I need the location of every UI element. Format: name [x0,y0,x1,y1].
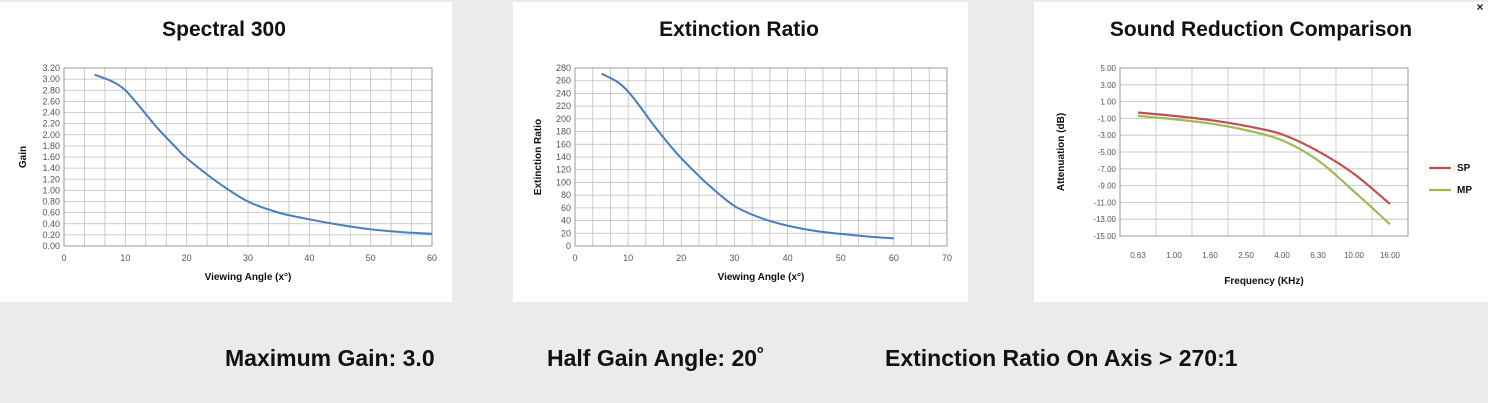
x-tick-label: 1.00 [1166,251,1182,260]
y-tick-label: -9.00 [1098,182,1117,191]
y-tick-label: -7.00 [1098,165,1117,174]
x-tick-label: 60 [889,253,899,263]
x-tick-label: 40 [783,253,793,263]
x-tick-label: 10 [120,253,130,263]
chart-title: Sound Reduction Comparison [1110,18,1412,41]
y-tick-label: 140 [556,152,571,162]
y-tick-label: 280 [556,63,571,73]
x-tick-label: 4.00 [1274,251,1290,260]
extinction-on-axis-text: Extinction Ratio On Axis > 270:1 [885,345,1238,372]
spectral-300-chart: Spectral 300 0.000.200.400.600.80 1.001.20… [0,2,452,302]
x-tick-label: 16.00 [1380,251,1401,260]
y-tick-label: 3.00 [1100,81,1116,90]
y-tick-label: 1.20 [42,174,60,184]
sound-reduction-chart: Sound Reduction Comparison 5.00 3.00 1.00 -1… [1034,2,1488,302]
y-tick-label: 1.00 [1100,98,1116,107]
y-tick-label: 5.00 [1100,64,1116,73]
y-tick-label: 2.20 [42,119,60,129]
y-tick-label: 160 [556,139,571,149]
y-tick-label: 1.40 [42,163,60,173]
y-tick-label: 0.00 [42,241,60,251]
x-tick-label: 20 [676,253,686,263]
y-tick-label: 2.80 [42,85,60,95]
x-tick-label: 1.60 [1202,251,1218,260]
x-tick-label: 0.63 [1130,251,1146,260]
max-gain-text: Maximum Gain: 3.0 [225,345,435,372]
close-icon[interactable]: × [1474,0,1486,14]
x-tick-label: 10.00 [1344,251,1365,260]
extinction-ratio-panel: Extinction Ratio 0 20 40 60 80 100 120 140 160 180… [513,2,968,302]
x-tick-label: 50 [366,253,376,263]
y-axis-label: Extinction Ratio [533,119,544,195]
x-tick-label: 10 [623,253,633,263]
x-axis-label: Viewing Angle (x°) [205,272,292,283]
x-tick-label: 30 [729,253,739,263]
y-tick-label: 20 [561,228,571,238]
x-tick-label: 2.50 [1238,251,1254,260]
y-tick-label: -15.00 [1093,232,1116,241]
y-tick-label: 260 [556,76,571,86]
y-tick-label: -3.00 [1098,131,1117,140]
x-tick-label: 0 [572,253,577,263]
y-tick-label: 0.60 [42,208,60,218]
y-tick-label: 2.00 [42,130,60,140]
y-tick-label: 200 [556,114,571,124]
data-line [602,74,894,239]
y-tick-label: 0.40 [42,219,60,229]
x-tick-label: 50 [836,253,846,263]
plot-grid [1120,68,1408,236]
half-gain-angle-text: Half Gain Angle: 20˚ [547,345,765,372]
extinction-ratio-chart: Extinction Ratio020406080100120140160180… [513,2,968,302]
y-tick-label: 40 [561,216,571,226]
x-tick-label: 30 [243,253,253,263]
y-axis-label: Gain [18,146,29,168]
legend-label-sp: SP [1457,163,1471,174]
y-tick-label: 0.20 [42,230,60,240]
y-tick-label: 1.80 [42,141,60,151]
y-tick-label: 1.60 [42,152,60,162]
y-tick-label: -5.00 [1098,148,1117,157]
y-tick-label: 220 [556,101,571,111]
y-tick-label: 240 [556,88,571,98]
legend-label-mp: MP [1457,185,1472,196]
y-tick-label: -11.00 [1094,198,1117,207]
y-tick-label: 80 [561,190,571,200]
chart-title: Extinction Ratio [659,18,819,41]
x-tick-label: 70 [942,253,952,263]
x-tick-label: 0 [61,253,66,263]
spectral-300-panel: Spectral 300 0.00 0.20 0.40 0.60 0.80 1.00 1.20… [0,2,452,302]
data-line [95,75,432,234]
sound-reduction-panel: Sound Reduction Comparison 5.00 3.00 1.00 -1… [1034,2,1488,302]
x-axis-label: Frequency (KHz) [1224,276,1303,287]
chart-title: Spectral 300 [162,18,286,41]
y-axis-label: Attenuation (dB) [1056,113,1067,191]
y-tick-label: 2.60 [42,96,60,106]
y-tick-label: 180 [556,127,571,137]
y-tick-label: 100 [556,177,571,187]
x-tick-label: 60 [427,253,437,263]
x-tick-label: 20 [182,253,192,263]
y-tick-label: 1.00 [42,185,60,195]
y-tick-label: -1.00 [1098,114,1117,123]
y-tick-label: -13.00 [1093,215,1116,224]
x-tick-label: 40 [304,253,314,263]
y-tick-label: 0 [566,241,571,251]
y-tick-label: 120 [556,165,571,175]
y-tick-label: 3.20 [42,63,60,73]
plot-grid [64,68,432,246]
y-tick-label: 60 [561,203,571,213]
y-tick-label: 3.00 [42,74,60,84]
x-tick-label: 6.30 [1310,251,1326,260]
y-tick-label: 0.80 [42,197,60,207]
y-tick-label: 2.40 [42,108,60,118]
x-axis-label: Viewing Angle (x°) [718,272,805,283]
